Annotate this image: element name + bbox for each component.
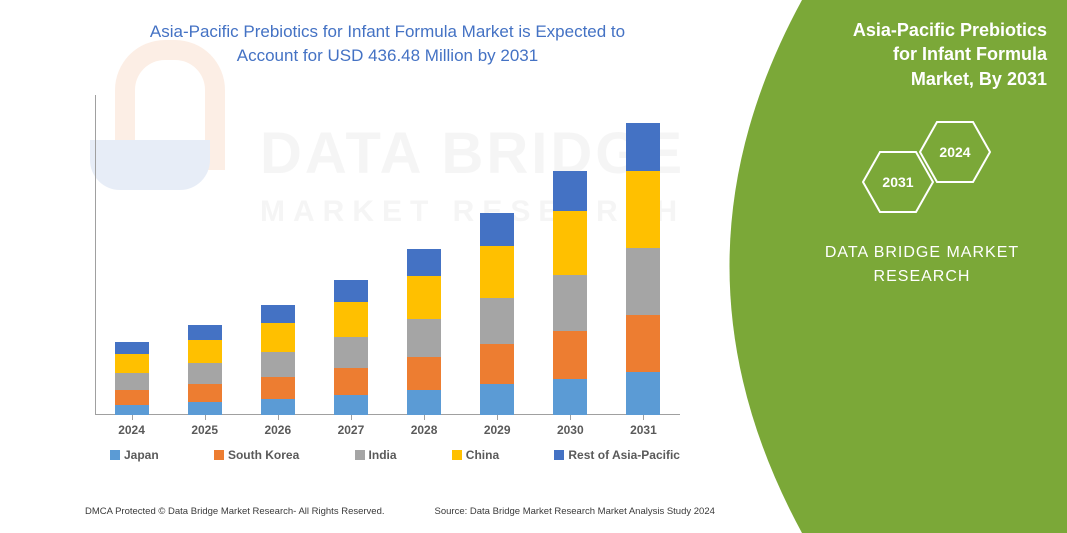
bar-segment (407, 390, 441, 415)
legend-item: South Korea (214, 448, 299, 462)
bar-segment (334, 368, 368, 395)
bar-segment (334, 302, 368, 337)
chart-area: 2024 2025 2026 2027 2028 2029 2030 2031 (95, 95, 680, 415)
hex-row: 2031 2024 (797, 121, 1047, 231)
bar-segment (480, 213, 514, 246)
bar-segment (334, 280, 368, 302)
bars-row: 2024 2025 2026 2027 2028 2029 2030 2031 (95, 95, 680, 415)
x-axis-label: 2028 (411, 423, 438, 437)
bar-group: 2025 (188, 325, 222, 415)
x-axis-label: 2030 (557, 423, 584, 437)
bar-segment (407, 319, 441, 357)
bar-group: 2028 (407, 249, 441, 415)
bar-segment (553, 331, 587, 379)
x-axis-label: 2029 (484, 423, 511, 437)
legend-item: Rest of Asia-Pacific (554, 448, 680, 462)
x-tick (278, 415, 279, 420)
chart-legend: Japan South Korea India China Rest of Asia-P… (110, 448, 680, 462)
bar-group: 2030 (553, 171, 587, 415)
bar-segment (115, 405, 149, 415)
x-tick (132, 415, 133, 420)
bar-group: 2029 (480, 213, 514, 415)
bar-segment (261, 323, 295, 352)
bar-segment (553, 211, 587, 275)
bar-segment (261, 352, 295, 377)
bar-group: 2026 (261, 305, 295, 415)
bar-segment (188, 325, 222, 340)
bar-segment (334, 395, 368, 415)
bar-segment (188, 384, 222, 402)
bar-segment (626, 123, 660, 171)
x-tick (643, 415, 644, 420)
footer: DMCA Protected © Data Bridge Market Rese… (85, 506, 715, 517)
x-tick (205, 415, 206, 420)
bar-segment (480, 344, 514, 384)
bar-segment (626, 315, 660, 372)
x-axis-label: 2031 (630, 423, 657, 437)
bar-group: 2024 (115, 342, 149, 415)
x-axis-label: 2024 (118, 423, 145, 437)
footer-source: Source: Data Bridge Market Research Mark… (435, 506, 715, 517)
bar-segment (334, 337, 368, 368)
x-axis-label: 2025 (191, 423, 218, 437)
bar-group: 2031 (626, 123, 660, 415)
bar-segment (188, 340, 222, 363)
legend-item: India (355, 448, 397, 462)
hexagon-2024: 2024 (919, 121, 991, 183)
right-panel-title: Asia-Pacific Prebiotics for Infant Formu… (797, 18, 1047, 91)
legend-swatch (110, 450, 120, 460)
bar-segment (115, 354, 149, 373)
bar-segment (261, 377, 295, 399)
bar-segment (553, 379, 587, 415)
left-panel: DATA BRIDGE MARKET RESEARCH Asia-Pacific… (0, 0, 740, 533)
legend-item: China (452, 448, 499, 462)
legend-label: Japan (124, 448, 159, 462)
bar-segment (626, 171, 660, 248)
legend-label: South Korea (228, 448, 299, 462)
legend-label: India (369, 448, 397, 462)
legend-label: Rest of Asia-Pacific (568, 448, 680, 462)
x-axis-label: 2027 (338, 423, 365, 437)
bar-segment (407, 357, 441, 390)
bar-segment (115, 373, 149, 390)
x-axis-label: 2026 (264, 423, 291, 437)
bar-segment (407, 276, 441, 319)
bar-segment (188, 363, 222, 384)
bar-segment (407, 249, 441, 276)
bar-segment (261, 399, 295, 415)
hex-label-0: 2031 (882, 174, 913, 190)
legend-swatch (355, 450, 365, 460)
legend-label: China (466, 448, 499, 462)
bar-segment (626, 372, 660, 415)
legend-item: Japan (110, 448, 159, 462)
x-tick (351, 415, 352, 420)
bar-segment (626, 248, 660, 315)
x-tick (424, 415, 425, 420)
legend-swatch (554, 450, 564, 460)
brand-text: DATA BRIDGE MARKET RESEARCH (797, 241, 1047, 289)
bar-segment (553, 275, 587, 331)
bar-segment (553, 171, 587, 211)
chart-title: Asia-Pacific Prebiotics for Infant Formu… (120, 20, 655, 68)
bar-segment (480, 384, 514, 415)
bar-segment (115, 342, 149, 354)
bar-group: 2027 (334, 280, 368, 415)
x-tick (497, 415, 498, 420)
bar-segment (188, 402, 222, 415)
x-tick (570, 415, 571, 420)
bar-segment (480, 298, 514, 344)
legend-swatch (214, 450, 224, 460)
right-content: Asia-Pacific Prebiotics for Infant Formu… (767, 0, 1067, 533)
footer-copyright: DMCA Protected © Data Bridge Market Rese… (85, 506, 385, 517)
bar-segment (115, 390, 149, 405)
bar-segment (480, 246, 514, 298)
bar-segment (261, 305, 295, 323)
main-container: DATA BRIDGE MARKET RESEARCH Asia-Pacific… (0, 0, 1067, 533)
hex-label-1: 2024 (939, 144, 970, 160)
legend-swatch (452, 450, 462, 460)
right-panel: Asia-Pacific Prebiotics for Infant Formu… (717, 0, 1067, 533)
